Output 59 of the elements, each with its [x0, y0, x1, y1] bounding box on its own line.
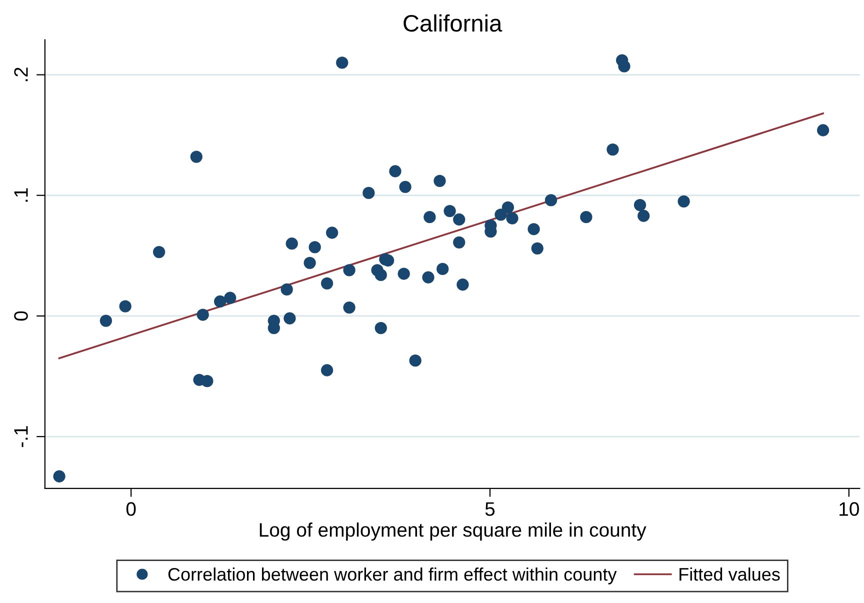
point — [286, 238, 298, 250]
point — [544, 194, 558, 206]
y-tick-label: 0 — [14, 311, 28, 321]
point — [678, 195, 690, 208]
point — [53, 470, 66, 482]
point — [456, 278, 469, 291]
point — [409, 354, 422, 367]
chart-title: California — [404, 14, 502, 32]
point — [606, 143, 619, 156]
point — [280, 283, 293, 296]
point — [152, 246, 166, 258]
x-tick-label: 0 — [126, 502, 136, 516]
point — [531, 242, 544, 255]
point — [362, 186, 375, 200]
legend-label: Correlation between worker and firm effect within county — [168, 567, 617, 584]
point — [304, 256, 316, 269]
point — [422, 271, 434, 284]
x-tick-label: 10 — [840, 502, 859, 516]
point — [308, 241, 321, 254]
point — [374, 268, 387, 282]
point — [201, 375, 214, 388]
point — [634, 198, 646, 212]
point — [398, 268, 410, 280]
point — [618, 60, 630, 72]
point — [343, 301, 356, 314]
point — [528, 223, 540, 236]
point — [580, 211, 592, 224]
point — [196, 308, 209, 321]
point — [638, 210, 650, 222]
point — [494, 208, 507, 221]
point — [320, 277, 334, 290]
point — [453, 213, 466, 226]
point — [502, 201, 514, 214]
point — [119, 300, 132, 312]
y-tick-label: .1 — [14, 188, 28, 202]
point — [326, 226, 338, 239]
point — [214, 295, 226, 308]
point — [343, 264, 356, 276]
y-tick-label: -.1 — [14, 426, 28, 448]
point — [100, 314, 112, 327]
point — [444, 204, 456, 218]
x-tick-label: 5 — [485, 502, 495, 516]
point — [374, 322, 387, 334]
point — [224, 292, 236, 304]
point — [424, 211, 436, 224]
point — [453, 236, 466, 248]
x-axis-title: Log of employment per square mile in county — [260, 522, 646, 541]
point — [336, 56, 348, 69]
point — [190, 150, 202, 163]
y-tick-label: .2 — [14, 68, 28, 82]
point — [284, 312, 296, 324]
legend-label: Fitted values — [680, 567, 780, 581]
point — [434, 174, 446, 187]
point — [389, 165, 402, 178]
point — [436, 262, 449, 276]
point — [506, 212, 518, 224]
point — [320, 364, 334, 376]
point — [816, 124, 830, 136]
point — [399, 180, 412, 194]
